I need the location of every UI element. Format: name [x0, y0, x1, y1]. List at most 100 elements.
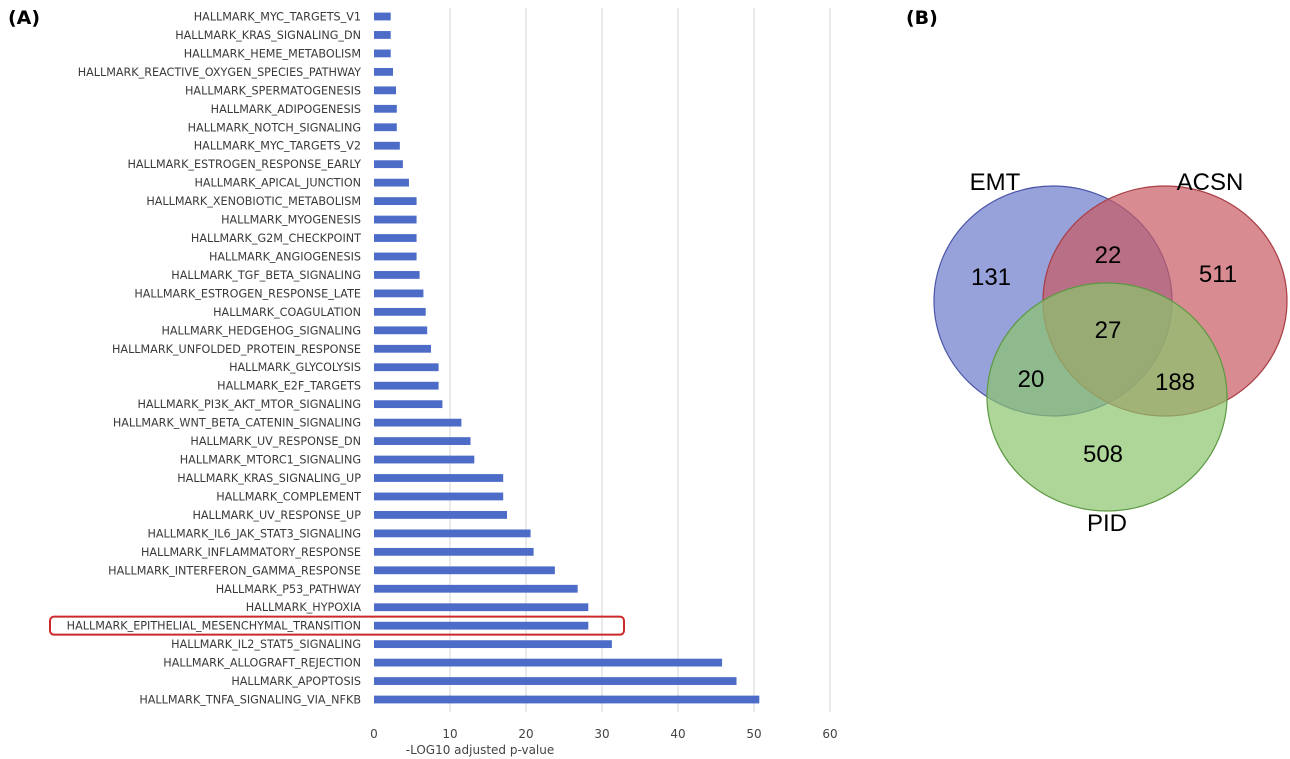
category-label-hallmark-g2m-checkpoint: HALLMARK_G2M_CHECKPOINT	[191, 232, 361, 245]
x-tick-label-10: 10	[442, 727, 457, 741]
x-tick-label-40: 40	[670, 727, 685, 741]
category-label-hallmark-estrogen-response-early: HALLMARK_ESTROGEN_RESPONSE_EARLY	[127, 158, 361, 171]
venn-count-all-three: 27	[1095, 317, 1122, 344]
category-label-hallmark-myogenesis: HALLMARK_MYOGENESIS	[221, 214, 361, 227]
category-label-hallmark-myc-targets-v1: HALLMARK_MYC_TARGETS_V1	[194, 11, 361, 24]
bar-hallmark-uv-response-dn	[374, 437, 471, 445]
bar-hallmark-kras-signaling-dn	[374, 31, 391, 39]
bar-hallmark-notch-signaling	[374, 123, 397, 132]
bar-hallmark-spermatogenesis	[374, 86, 397, 95]
category-label-hallmark-heme-metabolism: HALLMARK_HEME_METABOLISM	[184, 47, 361, 60]
bar-hallmark-estrogen-response-early	[374, 160, 403, 169]
x-tick-label-20: 20	[518, 727, 533, 741]
bar-hallmark-apical-junction	[374, 178, 409, 187]
bar-hallmark-complement	[374, 492, 504, 501]
category-label-hallmark-kras-signaling-dn: HALLMARK_KRAS_SIGNALING_DN	[175, 29, 361, 42]
x-tick-label-0: 0	[370, 727, 378, 741]
venn-count-pid-only: 508	[1083, 441, 1123, 468]
bar-hallmark-hypoxia	[374, 603, 589, 612]
highlight-box	[49, 615, 625, 636]
venn-set-label-emt: EMT	[970, 169, 1021, 196]
category-label-hallmark-allograft-rejection: HALLMARK_ALLOGRAFT_REJECTION	[163, 657, 361, 670]
bar-hallmark-reactive-oxygen-species-pathway	[374, 67, 393, 76]
category-label-hallmark-hedgehog-signaling: HALLMARK_HEDGEHOG_SIGNALING	[161, 324, 361, 337]
bar-hallmark-apoptosis	[374, 677, 737, 685]
bar-hallmark-xenobiotic-metabolism	[374, 197, 417, 205]
x-tick-label-50: 50	[746, 727, 761, 741]
category-label-hallmark-e2f-targets: HALLMARK_E2F_TARGETS	[217, 380, 361, 393]
category-label-hallmark-pi3k-akt-mtor-signaling: HALLMARK_PI3K_AKT_MTOR_SIGNALING	[137, 398, 361, 411]
x-tick-labels: 0 10 20 30 40 50 60	[370, 727, 837, 741]
bar-hallmark-tgf-beta-signaling	[374, 271, 420, 279]
category-labels: HALLMARK_MYC_TARGETS_V1 HALLMARK_KRAS_SIG…	[67, 11, 362, 707]
bar-hallmark-il2-stat5-signaling	[374, 640, 612, 649]
venn-circle-pid	[986, 282, 1228, 512]
x-axis-title: -LOG10 adjusted p-value	[406, 743, 555, 757]
category-label-hallmark-unfolded-protein-response: HALLMARK_UNFOLDED_PROTEIN_RESPONSE	[112, 343, 361, 356]
bar-hallmark-glycolysis	[374, 363, 439, 372]
category-label-hallmark-complement: HALLMARK_COMPLEMENT	[216, 490, 361, 503]
category-label-hallmark-uv-response-dn: HALLMARK_UV_RESPONSE_DN	[190, 435, 361, 448]
bar-hallmark-angiogenesis	[374, 252, 417, 261]
category-label-hallmark-adipogenesis: HALLMARK_ADIPOGENESIS	[211, 103, 361, 116]
category-label-hallmark-wnt-beta-catenin-signaling: HALLMARK_WNT_BETA_CATENIN_SIGNALING	[113, 417, 361, 430]
bar-hallmark-unfolded-protein-response	[374, 344, 431, 353]
category-label-hallmark-interferon-gamma-response: HALLMARK_INTERFERON_GAMMA_RESPONSE	[108, 564, 361, 577]
bar-hallmark-myogenesis	[374, 215, 417, 224]
category-label-hallmark-xenobiotic-metabolism: HALLMARK_XENOBIOTIC_METABOLISM	[146, 195, 361, 208]
bar-hallmark-estrogen-response-late	[374, 289, 424, 298]
category-label-hallmark-myc-targets-v2: HALLMARK_MYC_TARGETS_V2	[194, 140, 361, 153]
category-label-hallmark-spermatogenesis: HALLMARK_SPERMATOGENESIS	[185, 84, 361, 97]
category-label-hallmark-estrogen-response-late: HALLMARK_ESTROGEN_RESPONSE_LATE	[134, 287, 361, 300]
bar-hallmark-hedgehog-signaling	[374, 326, 428, 335]
bar-hallmark-p53-pathway	[374, 584, 578, 593]
category-label-hallmark-reactive-oxygen-species-pathway: HALLMARK_REACTIVE_OXYGEN_SPECIES_PATHWAY	[78, 66, 361, 79]
bars	[374, 12, 760, 704]
venn-count-emt-pid: 20	[1018, 366, 1045, 393]
grid-lines	[449, 8, 831, 712]
bar-hallmark-interferon-gamma-response	[374, 566, 555, 575]
venn-count-acsn-only: 511	[1199, 261, 1237, 288]
category-label-hallmark-il2-stat5-signaling: HALLMARK_IL2_STAT5_SIGNALING	[171, 638, 361, 651]
category-label-hallmark-glycolysis: HALLMARK_GLYCOLYSIS	[229, 361, 361, 374]
panel-a-label: (A)	[8, 7, 40, 29]
bar-hallmark-uv-response-up	[374, 511, 507, 519]
bar-hallmark-e2f-targets	[374, 381, 439, 390]
bar-hallmark-il6-jak-stat3-signaling	[374, 529, 531, 538]
bar-hallmark-epithelial-mesenchymal-transition	[374, 621, 589, 630]
venn-set-label-pid: PID	[1087, 510, 1127, 537]
venn-count-emt-only: 131	[971, 264, 1011, 291]
bar-hallmark-tnfa-signaling-via-nfkb	[374, 695, 760, 704]
venn-diagram: EMT ACSN PID 131 22 511 27 20 188 508	[933, 169, 1288, 537]
bar-hallmark-inflammatory-response	[374, 547, 534, 556]
venn-count-emt-acsn: 22	[1095, 242, 1122, 269]
bar-hallmark-mtorc1-signaling	[374, 455, 475, 464]
venn-count-acsn-pid: 188	[1155, 369, 1195, 396]
category-label-hallmark-tgf-beta-signaling: HALLMARK_TGF_BETA_SIGNALING	[171, 269, 361, 282]
category-label-hallmark-angiogenesis: HALLMARK_ANGIOGENESIS	[209, 250, 361, 263]
category-label-hallmark-p53-pathway: HALLMARK_P53_PATHWAY	[216, 583, 361, 596]
bar-hallmark-myc-targets-v1	[374, 12, 391, 21]
bar-hallmark-pi3k-akt-mtor-signaling	[374, 400, 443, 409]
bar-hallmark-allograft-rejection	[374, 658, 723, 667]
category-label-hallmark-notch-signaling: HALLMARK_NOTCH_SIGNALING	[188, 121, 361, 134]
category-label-hallmark-tnfa-signaling-via-nfkb: HALLMARK_TNFA_SIGNALING_VIA_NFKB	[139, 694, 361, 707]
bar-hallmark-coagulation	[374, 307, 426, 316]
category-label-hallmark-hypoxia: HALLMARK_HYPOXIA	[246, 601, 362, 614]
x-tick-label-30: 30	[594, 727, 609, 741]
category-label-hallmark-apoptosis: HALLMARK_APOPTOSIS	[231, 675, 361, 688]
bar-hallmark-kras-signaling-up	[374, 474, 504, 482]
category-label-hallmark-il6-jak-stat3-signaling: HALLMARK_IL6_JAK_STAT3_SIGNALING	[147, 527, 361, 540]
bar-hallmark-heme-metabolism	[374, 49, 391, 58]
category-label-hallmark-uv-response-up: HALLMARK_UV_RESPONSE_UP	[192, 509, 361, 522]
x-tick-label-60: 60	[822, 727, 837, 741]
category-label-hallmark-inflammatory-response: HALLMARK_INFLAMMATORY_RESPONSE	[141, 546, 361, 559]
bar-hallmark-adipogenesis	[374, 104, 397, 113]
category-label-hallmark-apical-junction: HALLMARK_APICAL_JUNCTION	[194, 177, 361, 190]
bar-chart: HALLMARK_MYC_TARGETS_V1 HALLMARK_KRAS_SIG…	[49, 8, 838, 757]
bar-hallmark-myc-targets-v2	[374, 141, 400, 150]
bar-hallmark-g2m-checkpoint	[374, 234, 417, 242]
category-label-hallmark-coagulation: HALLMARK_COAGULATION	[213, 306, 361, 319]
bar-hallmark-wnt-beta-catenin-signaling	[374, 418, 462, 427]
